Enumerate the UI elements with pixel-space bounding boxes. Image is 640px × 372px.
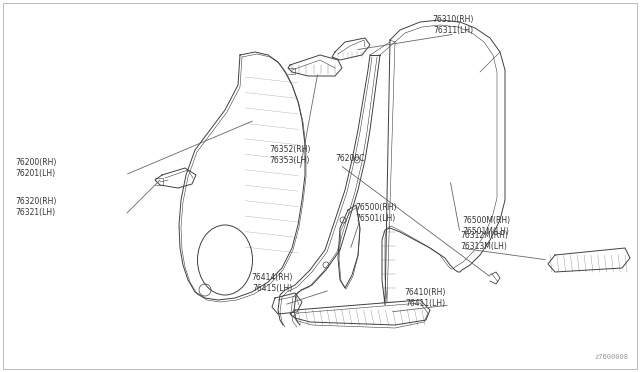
Text: 76352(RH)
76353(LH): 76352(RH) 76353(LH)	[269, 145, 310, 165]
Text: 76200(RH)
76201(LH): 76200(RH) 76201(LH)	[15, 158, 56, 178]
Text: 76310(RH)
76311(LH): 76310(RH) 76311(LH)	[432, 15, 474, 35]
Text: 76320(RH)
76321(LH): 76320(RH) 76321(LH)	[15, 197, 56, 217]
Text: z7600008: z7600008	[594, 354, 628, 360]
Text: 76312M(RH)
76313M(LH): 76312M(RH) 76313M(LH)	[460, 231, 508, 251]
Text: 76200C: 76200C	[335, 154, 365, 163]
Text: 76414(RH)
76415(LH): 76414(RH) 76415(LH)	[252, 273, 292, 293]
Text: 76500M(RH)
76501M(LH): 76500M(RH) 76501M(LH)	[462, 216, 510, 236]
Text: 76500(RH)
76501(LH): 76500(RH) 76501(LH)	[355, 203, 397, 223]
Text: 76410(RH)
76411(LH): 76410(RH) 76411(LH)	[404, 288, 445, 308]
